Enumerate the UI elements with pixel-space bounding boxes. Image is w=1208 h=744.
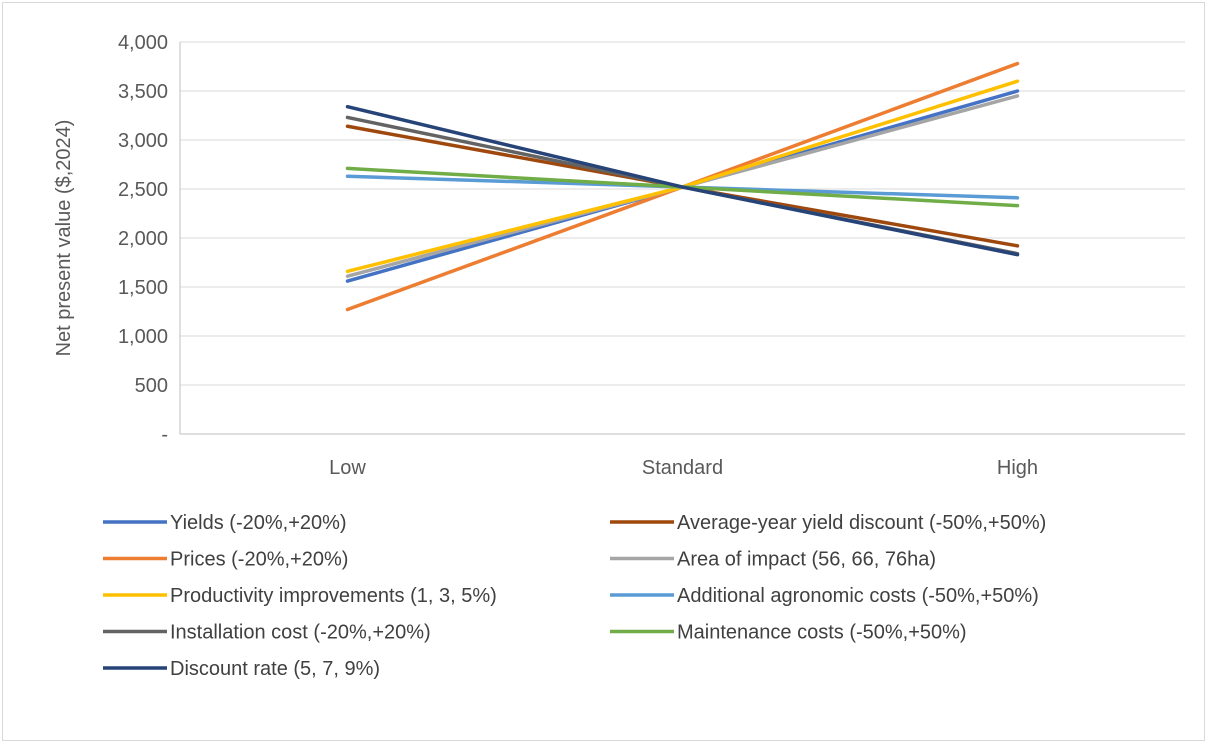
y-tick-label: -: [161, 424, 168, 446]
y-tick-label: 1,500: [118, 277, 168, 299]
series-lines: [345, 61, 1020, 312]
y-tick-label: 2,000: [118, 228, 168, 250]
legend-label: Productivity improvements (1, 3, 5%): [170, 585, 497, 607]
y-tick-label: 3,000: [118, 130, 168, 152]
legend-item: Yields (-20%,+20%): [103, 512, 347, 534]
gridlines: [180, 41, 1185, 386]
legend-item: Productivity improvements (1, 3, 5%): [103, 585, 497, 607]
y-tick-label: 3,500: [118, 81, 168, 103]
x-tick-label: Standard: [642, 457, 723, 479]
x-tick-label: Low: [329, 457, 366, 479]
legend-label: Installation cost (-20%,+20%): [170, 622, 431, 644]
legend-item: Installation cost (-20%,+20%): [103, 622, 431, 644]
y-tick-label: 1,000: [118, 326, 168, 348]
series-line: [345, 104, 1020, 257]
y-axis-tick-labels: - 500 1,000 1,500 2,000 2,500 3,000 3,500 4,000: [118, 32, 168, 446]
legend-item: Prices (-20%,+20%): [103, 549, 348, 571]
legend-item: Discount rate (5, 7, 9%): [103, 658, 380, 680]
y-tick-label: 500: [135, 375, 168, 397]
x-axis-tick-labels: Low Standard High: [329, 457, 1038, 479]
y-tick-label: 4,000: [118, 32, 168, 54]
legend-label: Yields (-20%,+20%): [170, 512, 347, 534]
y-tick-label: 2,500: [118, 179, 168, 201]
legend-item: Area of impact (56, 66, 76ha): [610, 549, 936, 571]
y-axis-title: Net present value ($,2024): [53, 120, 75, 357]
series-line: [345, 79, 1020, 274]
legend-label: Average-year yield discount (-50%,+50%): [677, 512, 1046, 534]
legend-item: Average-year yield discount (-50%,+50%): [610, 512, 1046, 534]
x-tick-label: High: [997, 457, 1038, 479]
legend-item: Additional agronomic costs (-50%,+50%): [610, 585, 1039, 607]
legend-item: Maintenance costs (-50%,+50%): [610, 622, 967, 644]
legend-label: Discount rate (5, 7, 9%): [170, 658, 380, 680]
legend: Yields (-20%,+20%) Average-year yield dis…: [103, 512, 1046, 680]
axes: [179, 42, 1185, 435]
legend-label: Additional agronomic costs (-50%,+50%): [677, 585, 1039, 607]
legend-label: Area of impact (56, 66, 76ha): [677, 549, 936, 571]
legend-label: Maintenance costs (-50%,+50%): [677, 622, 967, 644]
legend-label: Prices (-20%,+20%): [170, 549, 348, 571]
